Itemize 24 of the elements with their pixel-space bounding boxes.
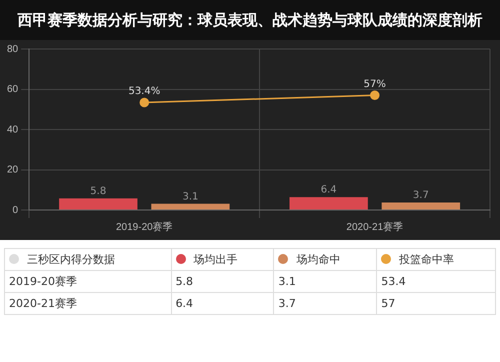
- y-tick-label: 80: [7, 44, 19, 55]
- legend-label: 场均命中: [274, 248, 377, 270]
- y-tick-label: 60: [7, 84, 19, 95]
- text: 6.4: [171, 292, 274, 314]
- legend-title: 三秒区内得分数据: [4, 248, 172, 270]
- category-label: 2020-21赛季: [9, 297, 77, 310]
- text: 57: [376, 292, 496, 314]
- chart-title: 西甲赛季数据分析与研究：球员表现、战术趋势与球队成绩的深度剖析: [0, 0, 500, 40]
- data-label: 3.7: [412, 190, 429, 202]
- y-tick-label: 40: [7, 124, 19, 136]
- data-label: 3.1: [182, 191, 198, 202]
- data-label: 57%: [364, 78, 386, 90]
- text: 53.4: [376, 270, 496, 292]
- y-tick-label: 20: [7, 164, 19, 176]
- data-label: 5.8: [90, 186, 106, 197]
- legend-label: 投篮命中率: [376, 248, 496, 270]
- text: 3.7: [274, 292, 377, 314]
- data-label: 6.4: [320, 184, 337, 196]
- text: 5.8: [171, 270, 274, 292]
- legend-label: 场均出手: [171, 248, 274, 270]
- text: 3.1: [274, 270, 377, 292]
- y-tick-label: 0: [12, 204, 19, 216]
- data-label: 53.4%: [128, 86, 160, 98]
- category-label: 2019-20赛季: [9, 275, 77, 288]
